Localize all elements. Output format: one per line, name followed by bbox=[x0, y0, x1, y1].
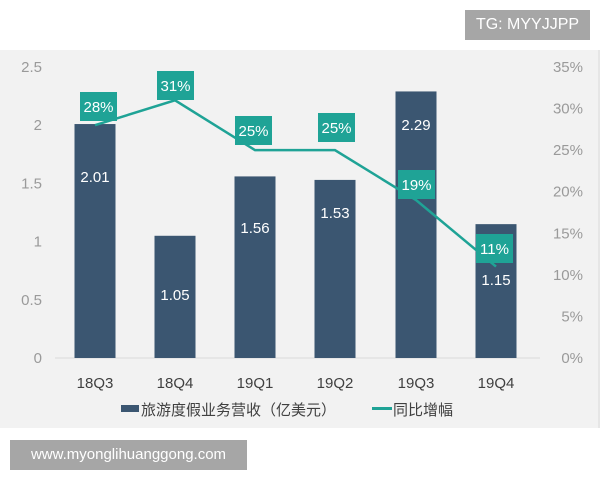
bar-value-label: 1.53 bbox=[320, 205, 349, 222]
right-axis-tick: 15% bbox=[553, 225, 583, 242]
growth-label-box bbox=[476, 234, 513, 263]
right-axis-tick: 25% bbox=[553, 142, 583, 159]
growth-label: 11% bbox=[480, 241, 509, 258]
bar-value-label: 1.15 bbox=[481, 272, 510, 289]
bar-series: 2.01 1.05 1.56 1.53 2.29 1.15 bbox=[74, 91, 517, 358]
x-axis-tick: 18Q3 bbox=[77, 375, 114, 392]
left-y-axis: 0 0.5 1 1.5 2 2.5 bbox=[21, 59, 42, 367]
watermark-bottom-badge: www.myonglihuanggong.com bbox=[10, 440, 247, 470]
growth-label: 25% bbox=[321, 120, 351, 137]
left-axis-tick: 1 bbox=[34, 234, 42, 251]
bar-value-label: 1.05 bbox=[160, 287, 189, 304]
x-axis-tick: 19Q2 bbox=[317, 375, 354, 392]
line-series: 28% 31% 25% 25% 19% 11% bbox=[80, 71, 513, 268]
left-axis-tick: 1.5 bbox=[21, 175, 42, 192]
x-axis-tick: 19Q3 bbox=[398, 375, 435, 392]
growth-label: 25% bbox=[238, 123, 268, 140]
left-axis-tick: 0 bbox=[34, 350, 42, 367]
x-axis: 18Q3 18Q4 19Q1 19Q2 19Q3 19Q4 bbox=[77, 375, 515, 392]
x-axis-tick: 18Q4 bbox=[157, 375, 194, 392]
x-axis-tick: 19Q1 bbox=[237, 375, 274, 392]
right-axis-tick: 5% bbox=[561, 308, 583, 325]
bar-19Q1 bbox=[234, 176, 276, 358]
right-axis-tick: 10% bbox=[553, 267, 583, 284]
watermark-top-badge: TG: MYYJJPP bbox=[465, 10, 590, 40]
growth-label: 31% bbox=[160, 78, 190, 95]
legend-line-label: 同比增幅 bbox=[393, 402, 453, 419]
left-axis-tick: 2.5 bbox=[21, 59, 42, 76]
bar-value-label: 1.56 bbox=[240, 220, 269, 237]
right-axis-tick: 0% bbox=[561, 350, 583, 367]
panel-edge bbox=[598, 50, 600, 428]
growth-label-box bbox=[235, 116, 272, 145]
growth-label: 28% bbox=[83, 99, 113, 116]
bar-value-label: 2.01 bbox=[80, 169, 109, 186]
right-axis-tick: 20% bbox=[553, 184, 583, 201]
growth-label-box bbox=[318, 113, 355, 142]
growth-label: 19% bbox=[401, 177, 431, 194]
bar-value-label: 2.29 bbox=[401, 117, 430, 134]
right-y-axis: 0% 5% 10% 15% 20% 25% 30% 35% bbox=[553, 59, 583, 367]
legend-bar-swatch bbox=[121, 405, 139, 412]
x-axis-tick: 19Q4 bbox=[478, 375, 515, 392]
legend: 旅游度假业务营收（亿美元） 同比增幅 bbox=[121, 402, 453, 419]
growth-label-box bbox=[157, 71, 194, 100]
left-axis-tick: 2 bbox=[34, 117, 42, 134]
left-axis-tick: 0.5 bbox=[21, 292, 42, 309]
growth-line bbox=[94, 98, 497, 268]
bar-19Q3 bbox=[395, 91, 437, 358]
growth-label-box bbox=[398, 170, 435, 199]
legend-bar-label: 旅游度假业务营收（亿美元） bbox=[141, 402, 336, 419]
bar-19Q2 bbox=[314, 179, 356, 358]
right-axis-tick: 35% bbox=[553, 59, 583, 76]
right-axis-tick: 30% bbox=[553, 101, 583, 118]
bar-18Q4 bbox=[154, 235, 196, 358]
growth-label-box bbox=[80, 92, 117, 121]
bar-18Q3 bbox=[74, 124, 116, 358]
